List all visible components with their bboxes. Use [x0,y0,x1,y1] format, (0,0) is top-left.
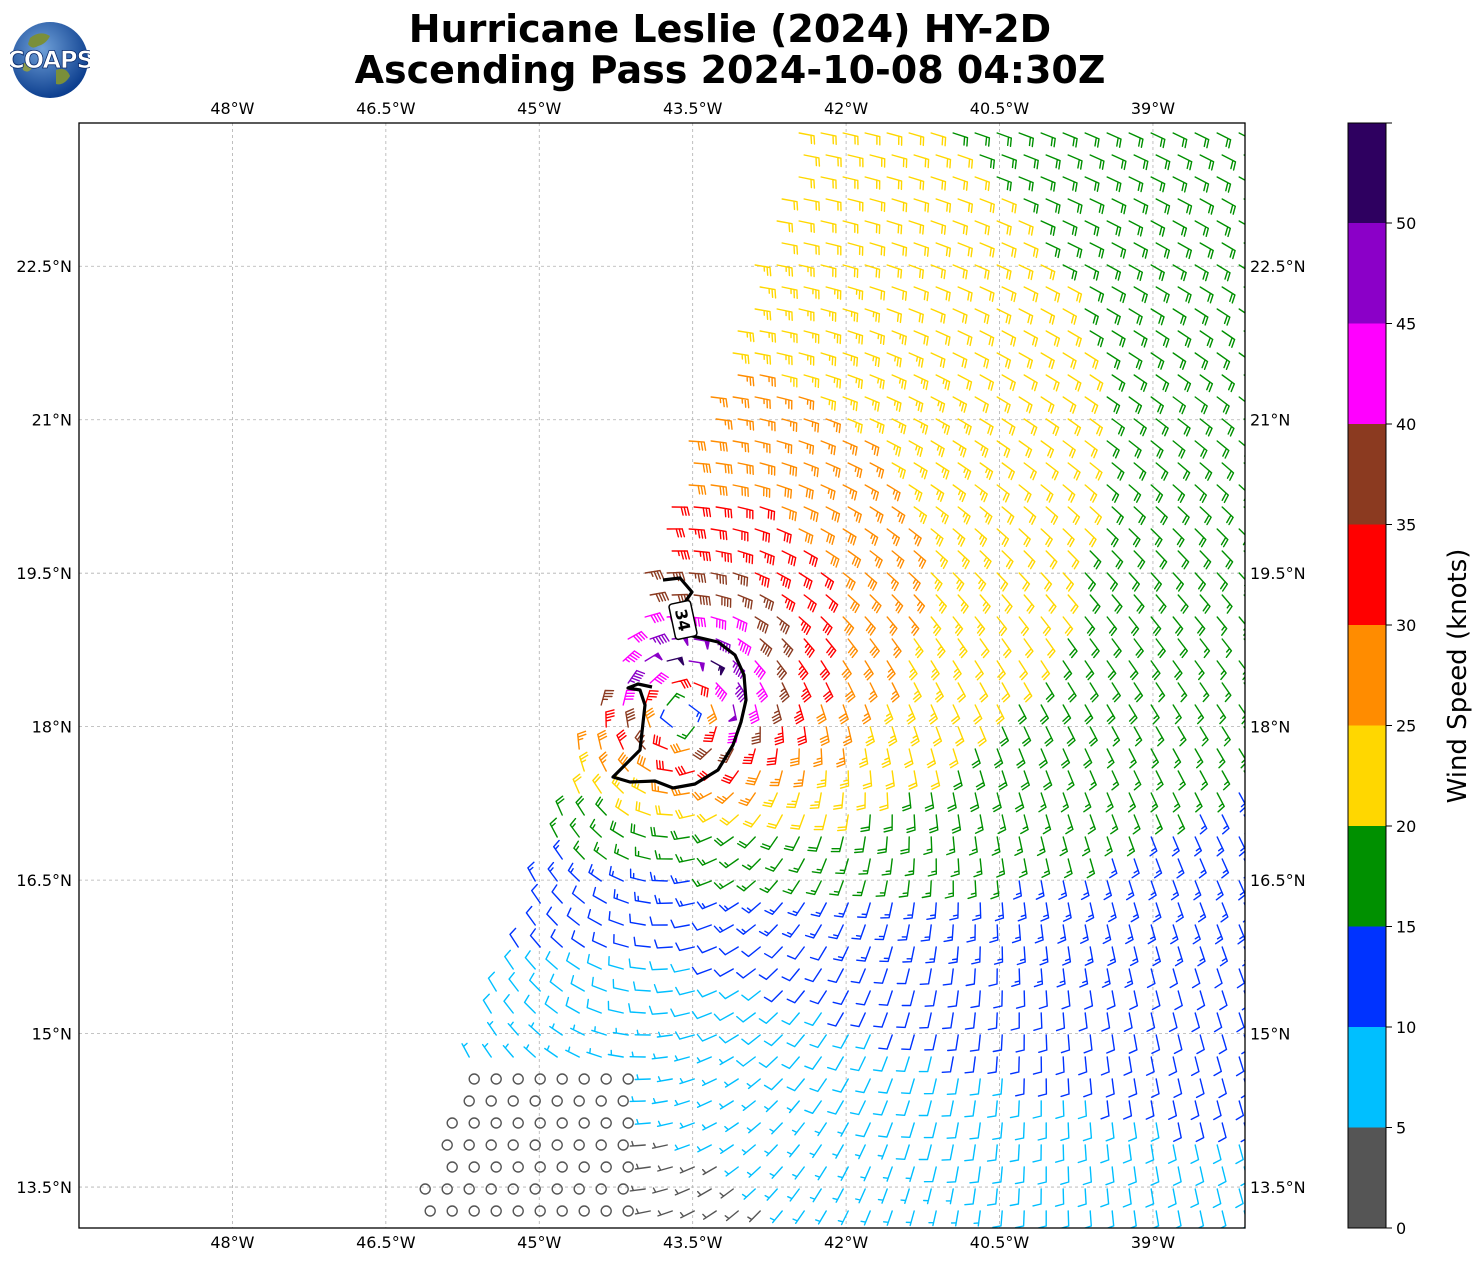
lat-tick-label-right: 22.5°N [1250,257,1306,276]
lon-tick-label-top: 39°W [1131,99,1175,118]
colorbar-band [1348,524,1386,625]
lon-tick-label-top: 46.5°W [356,99,416,118]
lat-tick-label-left: 13.5°N [16,1178,72,1197]
colorbar-tick-label: 5 [1396,1119,1406,1138]
colorbar-tick-label: 0 [1396,1219,1406,1238]
coaps-logo: COAPS [10,22,90,98]
colorbar-tick-label: 45 [1396,315,1416,334]
colorbar-tick-label: 10 [1396,1018,1416,1037]
chart-title-line1: Hurricane Leslie (2024) HY-2D [408,7,1052,51]
map-frame [78,122,1246,1229]
lat-tick-label-left: 16.5°N [16,871,72,890]
colorbar-band [1348,1127,1386,1228]
wind-barbs [419,132,1245,1228]
wind-barb-group [572,132,1104,832]
lat-tick-label-left: 19.5°N [16,564,72,583]
lat-tick-label-right: 18°N [1250,718,1290,737]
colorbar-tick-label: 15 [1396,918,1416,937]
wind-barb-group [509,704,1245,1143]
lat-tick-label-left: 15°N [32,1025,72,1044]
lon-tick-label-top: 43.5°W [663,99,723,118]
lat-tick-label-right: 13.5°N [1250,1178,1306,1197]
lat-tick-label-left: 22.5°N [16,257,72,276]
lon-tick-label-top: 40.5°W [970,99,1030,118]
lon-tick-label-top: 45°W [517,99,561,118]
lon-tick-label-top: 42°W [824,99,868,118]
chart-title-line2: Ascending Pass 2024-10-08 04:30Z [354,48,1106,92]
wind-barb-group [549,132,1245,900]
lon-tick-label-bottom: 39°W [1131,1233,1175,1252]
lat-tick-label-right: 21°N [1250,411,1290,430]
colorbar-band [1348,123,1386,223]
colorbar-band [1348,926,1386,1027]
map-area [79,123,1245,1228]
colorbar-tick-label: 40 [1396,415,1416,434]
graticule [79,123,1245,1228]
lat-tick-label-right: 15°N [1250,1025,1290,1044]
colorbar-band [1348,223,1386,324]
lon-tick-label-bottom: 42°W [824,1233,868,1252]
wind-barb-group [461,949,1245,1228]
colorbar-tick-label: 25 [1396,717,1416,736]
lon-tick-label-bottom: 43.5°W [663,1233,723,1252]
colorbar-band [1348,1027,1386,1128]
colorbar-band [1348,424,1386,525]
wind-barb-group [666,656,726,676]
lon-tick-label-bottom: 40.5°W [970,1233,1030,1252]
logo-text: COAPS [10,46,90,74]
colorbar-tick-label: 30 [1396,616,1416,635]
colorbar-tick-label: 35 [1396,516,1416,535]
lat-tick-label-left: 18°N [32,718,72,737]
lat-tick-label-left: 21°N [32,411,72,430]
colorbar-band [1348,826,1386,927]
lat-tick-label-right: 16.5°N [1250,871,1306,890]
colorbar-frame [1347,122,1387,1229]
colorbar: 0 5 10 15 20 25 30 35 40 45 50 Wind Speed (knots) [1347,122,1473,1238]
contour-label: 34 [671,607,694,633]
colorbar-band [1348,725,1386,826]
colorbar-tick-label: 20 [1396,817,1416,836]
wind-barb-group [419,1073,761,1223]
lat-tick-label-right: 19.5°N [1250,564,1306,583]
colorbar-label: Wind Speed (knots) [1443,549,1473,804]
lon-tick-label-top: 48°W [210,99,254,118]
axis-tick-labels: 48°W 48°W 46.5°W 46.5°W 45°W 45°W 43.5°W 43.5°W… [16,99,1305,1252]
lon-tick-label-bottom: 46.5°W [356,1233,416,1252]
lon-tick-label-bottom: 45°W [517,1233,561,1252]
colorbar-band [1348,323,1386,424]
colorbar-tick-label: 50 [1396,214,1416,233]
lon-tick-label-bottom: 48°W [210,1233,254,1252]
wind-barb-group [577,374,927,807]
wind-34kt-contour: 34 [611,576,748,790]
colorbar-band [1348,625,1386,726]
wind-barb-group [605,506,839,784]
